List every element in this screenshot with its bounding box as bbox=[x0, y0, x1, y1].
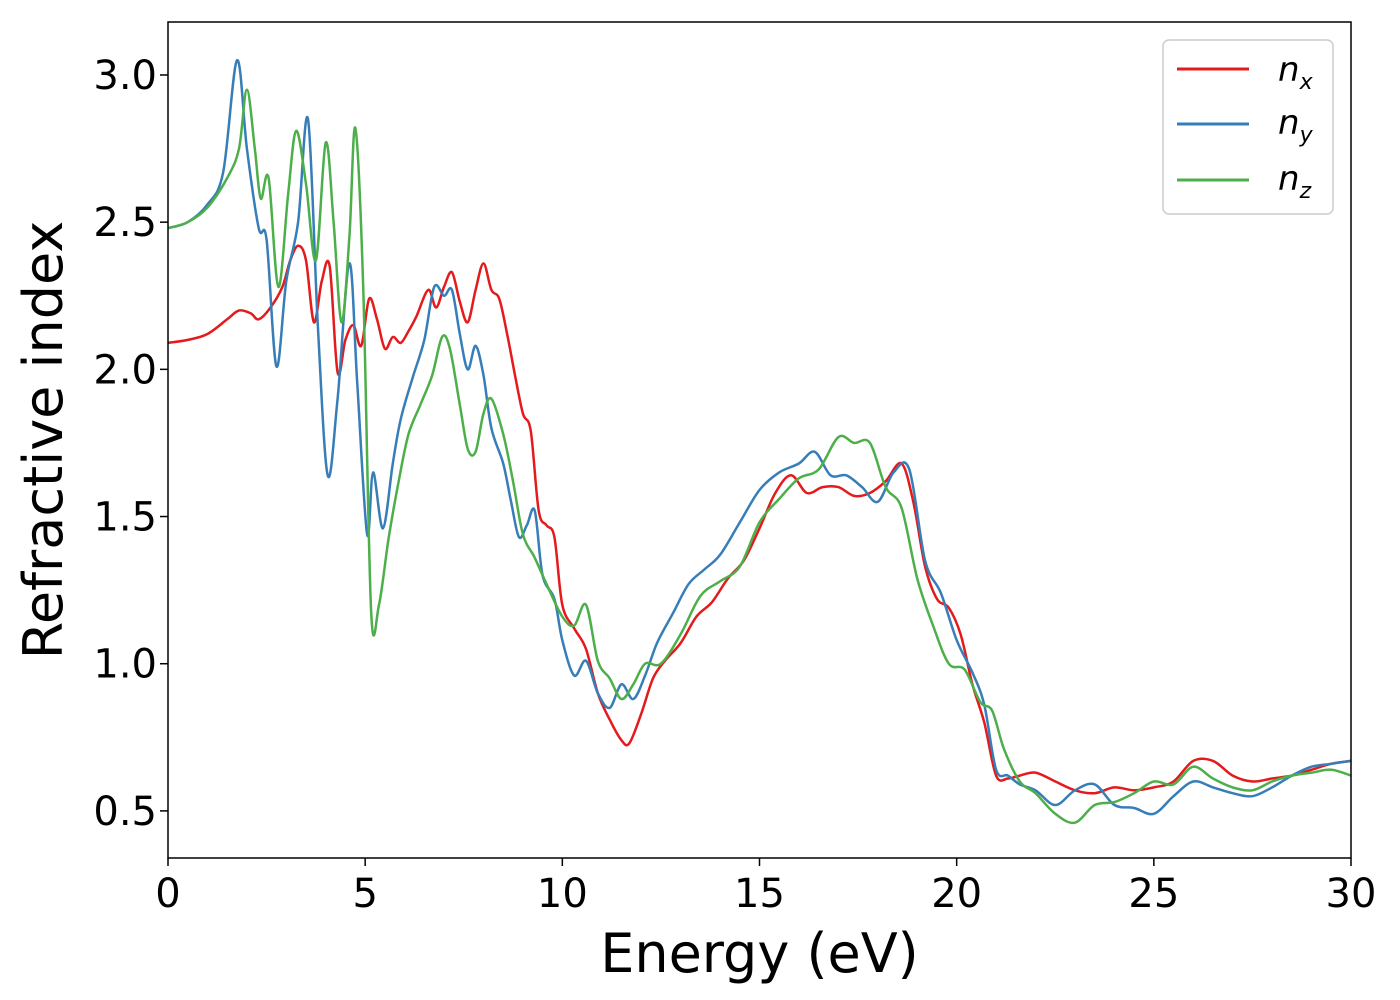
series-layer bbox=[167, 59, 1352, 825]
y-tick-label: 3.0 bbox=[93, 53, 157, 99]
legend-label-ny: ny bbox=[1278, 103, 1314, 148]
y-tick-label: 1.0 bbox=[93, 642, 157, 688]
x-tick-label: 0 bbox=[155, 871, 180, 917]
x-axis-label: Energy (eV) bbox=[600, 922, 919, 985]
ticks-layer: 0 5 10 15 20 25 30 0.5 1.0 1.5 2.0 2.5 3.0 bbox=[93, 53, 1376, 917]
series-line-nx bbox=[167, 244, 1352, 795]
x-tick-label: 30 bbox=[1326, 871, 1377, 917]
series-line-nz bbox=[167, 88, 1352, 825]
legend: nx ny nz bbox=[1162, 39, 1334, 215]
legend-label-nx: nx bbox=[1278, 50, 1314, 95]
y-tick-label: 2.5 bbox=[93, 200, 157, 246]
legend-label-nz: nz bbox=[1278, 159, 1312, 204]
y-tick-label: 1.5 bbox=[93, 495, 157, 541]
x-tick-label: 15 bbox=[734, 871, 785, 917]
y-axis-label: Refractive index bbox=[12, 221, 75, 660]
x-tick-label: 5 bbox=[352, 871, 377, 917]
x-tick-label: 25 bbox=[1128, 871, 1179, 917]
y-tick-label: 0.5 bbox=[93, 789, 157, 835]
x-tick-label: 10 bbox=[537, 871, 588, 917]
y-tick-label: 2.0 bbox=[93, 347, 157, 393]
series-line-ny bbox=[167, 59, 1352, 816]
x-tick-label: 20 bbox=[931, 871, 982, 917]
legend-box bbox=[1162, 39, 1334, 215]
